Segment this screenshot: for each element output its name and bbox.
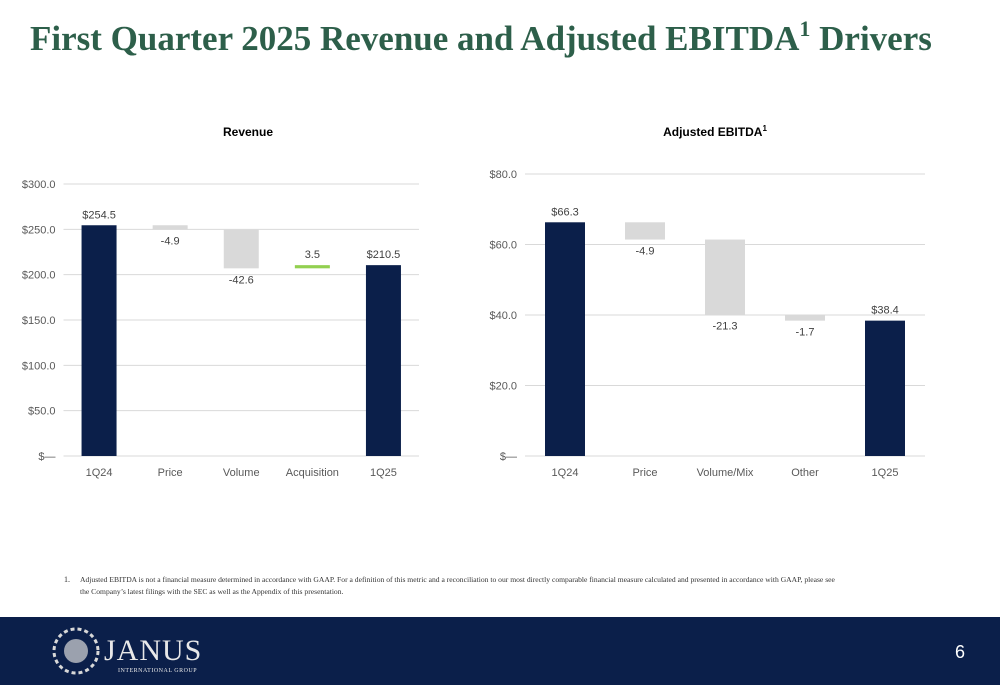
value-label: -4.9 [161,236,180,248]
x-tick-label: Price [632,467,657,479]
logo-emblem [52,627,100,675]
x-tick-label: 1Q25 [872,467,899,479]
chart-title-text: Adjusted EBITDA [663,125,763,139]
value-label: $66.3 [551,206,579,218]
bar [625,222,665,240]
bar [705,239,745,315]
bar [365,265,401,456]
x-tick-label: Volume/Mix [697,467,754,479]
y-tick-label: $— [38,451,55,463]
bar [865,320,905,456]
y-tick-label: $100.0 [22,360,56,372]
bar [223,229,259,269]
y-tick-label: $— [500,451,517,463]
y-tick-label: $200.0 [22,270,56,282]
value-label: $210.5 [367,249,401,261]
x-tick-label: Volume [223,467,260,479]
chart-title-sup: 1 [762,124,767,133]
x-tick-label: 1Q24 [86,467,113,479]
bar [545,222,585,456]
bar [294,265,330,269]
value-label: -42.6 [229,274,254,286]
title-text: First Quarter 2025 Revenue and Adjusted … [30,19,800,58]
y-tick-label: $60.0 [489,240,517,252]
x-tick-label: Price [158,467,183,479]
x-tick-label: 1Q24 [552,467,579,479]
title-sup: 1 [799,16,810,41]
value-label: $254.5 [82,209,116,221]
value-label: -1.7 [796,327,815,339]
slide-title: First Quarter 2025 Revenue and Adjusted … [30,16,932,58]
footnote-line: Adjusted EBITDA is not a financial measu… [80,575,836,584]
title-end: Drivers [810,19,931,58]
footnote-line: the Company’s latest filings with the SE… [80,587,344,596]
y-tick-label: $250.0 [22,224,56,236]
chart-title: Revenue [223,125,273,139]
value-label: -21.3 [712,321,737,333]
y-tick-label: $150.0 [22,315,56,327]
x-tick-label: Acquisition [286,467,339,479]
chart-title: Adjusted EBITDA1 [663,124,767,139]
bar [785,314,825,321]
y-tick-label: $40.0 [489,310,517,322]
x-tick-label: Other [791,467,819,479]
value-label: $38.4 [871,305,899,317]
charts: Revenue $— $50.0 $100.0 $150.0 $200.0 $250.0 $3… [22,124,925,479]
chart-title-text: Revenue [223,125,273,139]
logo-subtext: INTERNATIONAL GROUP [118,668,197,674]
page-number: 6 [955,642,965,662]
y-tick-label: $20.0 [489,381,517,393]
value-label: 3.5 [305,249,320,261]
y-tick-label: $80.0 [489,169,517,181]
y-tick-label: $50.0 [28,406,56,418]
bar [81,225,117,456]
x-tick-label: 1Q25 [370,467,397,479]
value-label: -4.9 [636,246,655,258]
bar [152,225,188,230]
footnote-number: 1. [64,575,70,584]
footer-band [0,617,1000,685]
y-tick-label: $300.0 [22,179,56,191]
logo-text: JANUS [104,634,202,667]
